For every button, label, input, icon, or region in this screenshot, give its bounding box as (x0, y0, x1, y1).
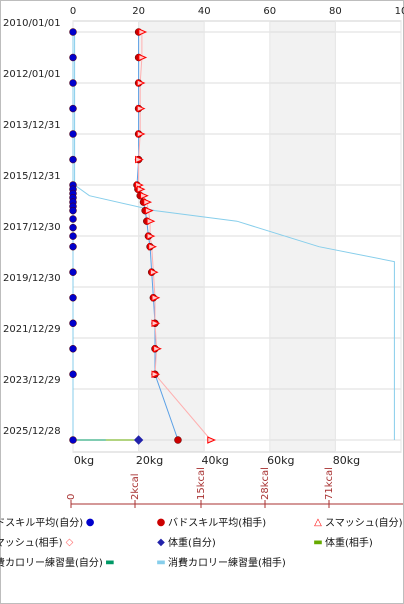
kcal-tick-label-4: 71kcal (324, 467, 335, 500)
legend-marker-icon: △ (314, 517, 322, 528)
series-2-point-10 (144, 206, 154, 215)
legend-item: ▬ 体重(相手) (311, 535, 373, 551)
kcal-tick-label-0: 0 (66, 494, 77, 500)
series-0-point-15 (69, 232, 77, 240)
series-2-point-13 (148, 242, 157, 251)
legend-label: 体重(自分) (168, 538, 216, 549)
legend-marker-icon: ◆ (157, 537, 165, 548)
legend-marker-icon: ● (156, 517, 166, 528)
kcal-tick-label-2: 15kcal (196, 467, 207, 500)
legend-marker-icon: ▬ (105, 557, 115, 568)
kcal-tick-label-3: 28kcal (260, 467, 271, 500)
x-bottom-tick-label-1: 20kg (136, 454, 163, 467)
series-0-point-4 (69, 130, 77, 138)
series-2-point-0 (138, 28, 148, 36)
legend-label: バドスキル平均(相手) (168, 518, 267, 529)
series-2-point-14 (149, 268, 159, 276)
x-bottom-tick-label-3: 60kg (267, 454, 294, 467)
legend-item: ▬ 消費カロリー練習量(相手) (154, 555, 286, 571)
x-top-tick-label-1: 20 (132, 6, 145, 17)
y-tick-label-8: 2025/12/28 (3, 426, 61, 437)
series-2-point-9 (143, 198, 153, 206)
legend-label: スマッシュ(自分) (325, 518, 403, 529)
legend-marker-icon: ▬ (156, 557, 166, 568)
series-2-point-16 (151, 319, 161, 328)
series-0-point-21 (69, 370, 77, 379)
series-0-point-19 (69, 319, 77, 328)
series-2-point-17 (153, 345, 162, 353)
series-1-point-19 (174, 436, 182, 444)
series-0-point-3 (69, 104, 77, 113)
x-top-tick-label-2: 40 (198, 6, 211, 17)
legend-item: ● バドスキル平均(相手) (154, 515, 266, 531)
y-tick-label-4: 2017/12/30 (3, 222, 61, 233)
series-2-point-12 (146, 232, 156, 240)
series-0-point-13 (69, 215, 77, 223)
legend-item: バドスキル平均(自分)● (0, 515, 97, 531)
x-top-tick-label-0: 0 (70, 6, 76, 17)
series-5-point-0 (133, 435, 144, 445)
series-2-point-2 (136, 79, 146, 87)
x-top-tick-label-5: 10 (395, 6, 404, 17)
y-tick-label-6: 2021/12/29 (3, 324, 61, 335)
y-tick-label-1: 2012/01/01 (3, 69, 61, 80)
legend-label: 消費カロリー練習量(相手) (168, 558, 286, 569)
chart-svg: 2010/01/01 2012/01/01 2013/12/31 2015/12/31… (3, 6, 404, 508)
kcal-tick-label-1: 2kcal (130, 473, 141, 500)
y-tick-label-2: 2013/12/31 (3, 120, 61, 131)
legend-marker-icon: ◇ (65, 537, 74, 548)
y-tick-label-5: 2019/12/30 (3, 273, 61, 284)
legend-marker-icon: ▬ (313, 537, 323, 548)
series-2-point-7 (136, 185, 146, 194)
series-0-point-0 (69, 28, 77, 36)
legend-item: スマッシュ(相手)◇ (0, 535, 77, 551)
x-top-tick-label-4: 80 (329, 6, 342, 17)
y-tick-label-7: 2023/12/29 (3, 375, 61, 386)
series-0-point-5 (69, 155, 77, 164)
series-0-point-14 (69, 223, 77, 232)
series-2-point-15 (151, 294, 161, 302)
y-tick-label-3: 2015/12/31 (3, 171, 61, 182)
legend-item: ◆ 体重(自分) (154, 535, 216, 551)
series-2-point-11 (146, 217, 156, 225)
legend-marker-icon: ● (85, 517, 95, 528)
series-2-point-1 (138, 53, 148, 62)
series-0-point-22 (69, 436, 77, 444)
series-0-point-1 (69, 53, 77, 62)
series-2-point-5 (135, 155, 144, 164)
series-2-point-8 (140, 191, 149, 200)
legend-item: △ スマッシュ(自分) (311, 515, 403, 531)
series-0-point-2 (69, 79, 77, 87)
series-0-point-20 (69, 345, 77, 353)
legend-label: 体重(相手) (325, 538, 373, 549)
series-0-point-12 (69, 206, 77, 215)
series-0-point-18 (69, 294, 77, 302)
series-2-point-3 (136, 104, 146, 113)
series-0-point-16 (69, 242, 77, 251)
x-bottom-tick-label-4: 80kg (333, 454, 360, 467)
x-bottom-tick-label-2: 40kg (202, 454, 229, 467)
series-line-4 (74, 32, 395, 440)
series-0-point-17 (69, 268, 77, 276)
series-line-2 (138, 32, 212, 441)
series-2-point-19 (207, 436, 217, 444)
x-bottom-tick-label-0: 0kg (74, 454, 94, 467)
y-tick-label-0: 2010/01/01 (3, 18, 61, 29)
legend-label: 消費カロリー練習量(自分) (0, 558, 103, 569)
series-2-point-4 (136, 130, 146, 138)
legend-label: バドスキル平均(自分) (0, 518, 84, 529)
legend-label: スマッシュ(相手) (0, 538, 63, 549)
series-2-point-18 (151, 370, 161, 379)
legend-item: 消費カロリー練習量(自分)▬ (0, 555, 117, 571)
x-top-tick-label-3: 60 (263, 6, 276, 17)
